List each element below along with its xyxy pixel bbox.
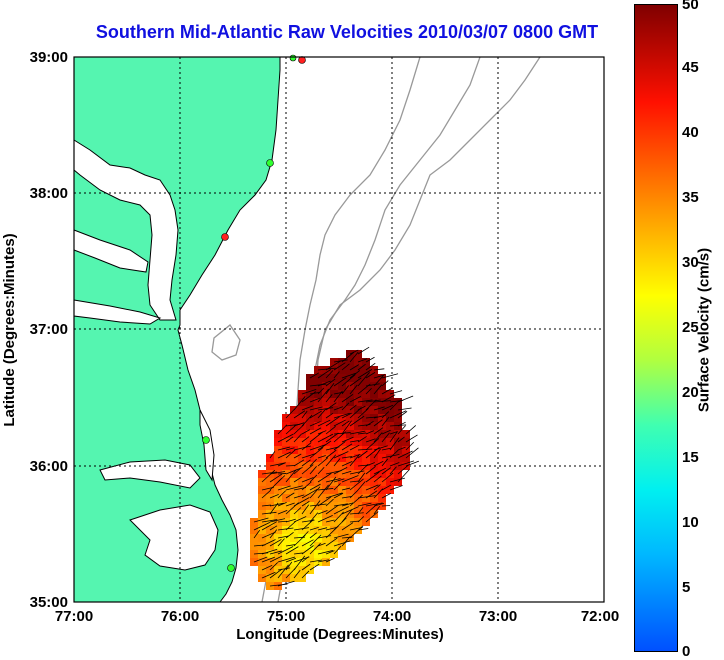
y-tick-label: 35:00: [30, 594, 68, 611]
x-tick-label: 73:00: [479, 608, 517, 625]
y-tick-label: 39:00: [30, 49, 68, 66]
velocity-vector: [286, 465, 295, 466]
station-marker: [290, 55, 296, 61]
colorbar-tick: 40: [682, 124, 699, 141]
x-axis-label: Longitude (Degrees:Minutes): [236, 626, 444, 643]
x-tick-label: 72:00: [581, 608, 619, 625]
station-marker: [267, 160, 274, 167]
colorbar-tick: 35: [682, 189, 699, 206]
station-marker: [228, 565, 235, 572]
y-axis-label: Latitude (Degrees:Minutes): [1, 233, 18, 426]
colorbar-tick: 10: [682, 514, 699, 531]
y-tick-label: 36:00: [30, 458, 68, 475]
colorbar-tick: 15: [682, 449, 699, 466]
x-tick-label: 76:00: [161, 608, 199, 625]
colorbar-label: Surface Velocity (cm/s): [696, 248, 713, 412]
x-tick-label: 74:00: [373, 608, 411, 625]
y-tick-label: 37:00: [30, 321, 68, 338]
x-tick-label: 75:00: [267, 608, 305, 625]
station-marker: [222, 234, 229, 241]
station-marker: [203, 437, 210, 444]
y-tick-labels: 39:00 38:00 37:00 36:00 35:00: [30, 49, 68, 611]
colorbar: [634, 4, 678, 652]
colorbar-tick: 5: [682, 579, 690, 596]
colorbar-tick: 50: [682, 0, 699, 13]
colorbar-gradient: [635, 5, 677, 651]
y-tick-label: 38:00: [30, 185, 68, 202]
colorbar-tick: 45: [682, 59, 699, 76]
colorbar-tick: 0: [682, 643, 690, 660]
x-tick-labels: 77:00 76:00 75:00 74:00 73:00 72:00: [55, 608, 619, 625]
